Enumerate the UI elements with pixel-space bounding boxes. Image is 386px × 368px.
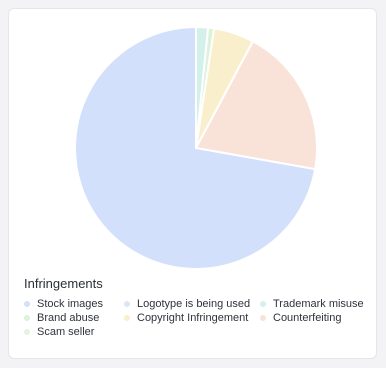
- legend-swatch: [124, 301, 130, 307]
- pie-slice-counterfeiting[interactable]: [194, 39, 318, 171]
- legend-label: Scam seller: [37, 326, 95, 338]
- legend-item-scam-seller[interactable]: Scam seller: [24, 325, 94, 339]
- legend-label: Copyright Infringement: [137, 312, 249, 324]
- legend-item-copyright-infringement[interactable]: Copyright Infringement: [124, 311, 248, 325]
- legend-item-brand-abuse[interactable]: Brand abuse: [24, 311, 99, 325]
- legend-swatch: [124, 315, 130, 321]
- legend-label: Stock images: [37, 298, 104, 310]
- legend-swatch: [24, 315, 30, 321]
- legend-item-stock-images[interactable]: Stock images: [24, 297, 103, 311]
- legend-title: Infringements: [24, 276, 103, 291]
- legend-swatch: [260, 315, 266, 321]
- legend-item-counterfeiting[interactable]: Counterfeiting: [260, 311, 342, 325]
- legend-swatch: [260, 301, 266, 307]
- legend-label: Counterfeiting: [273, 312, 342, 324]
- legend-item-trademark-misuse[interactable]: Trademark misuse: [260, 297, 364, 311]
- legend-label: Brand abuse: [37, 312, 100, 324]
- legend-item-logotype-is-being-used[interactable]: Logotype is being used: [124, 297, 250, 311]
- pie-slice-stock-images[interactable]: [74, 25, 317, 270]
- legend-swatch: [24, 301, 30, 307]
- legend-label: Logotype is being used: [137, 298, 251, 310]
- legend-swatch: [24, 329, 30, 335]
- legend-label: Trademark misuse: [273, 298, 364, 310]
